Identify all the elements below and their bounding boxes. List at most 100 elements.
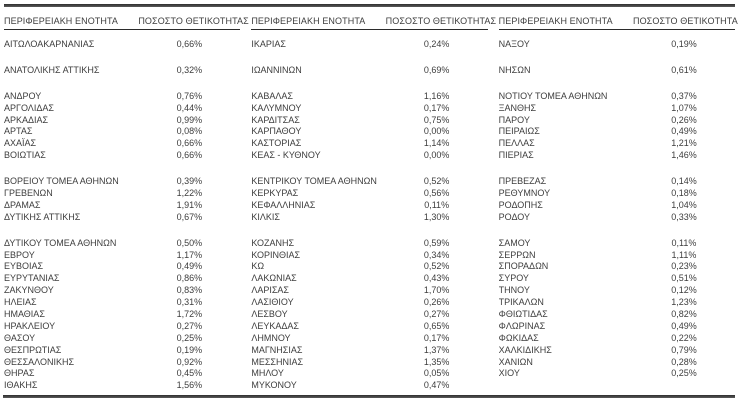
positivity-value: 0,00% bbox=[423, 126, 450, 137]
positivity-value: 0,66% bbox=[176, 38, 203, 49]
region-name: ΚΑΛΥΜΝΟΥ bbox=[251, 102, 302, 113]
positivity-value: 1,17% bbox=[176, 249, 203, 260]
positivity-value: 0,25% bbox=[176, 332, 203, 343]
table-row: ΜΗΛΟΥ 0,05% bbox=[251, 367, 487, 379]
table-columns: ΠΕΡΙΦΕΡΕΙΑΚΗ ΕΝΟΤΗΤΑ ΠΟΣΟΣΤΟ ΘΕΤΙΚΟΤΗΤΑΣ… bbox=[4, 7, 738, 391]
positivity-value: 0,56% bbox=[423, 187, 450, 198]
table-row: ΡΟΔΟΠΗΣ 1,04% bbox=[499, 199, 735, 211]
region-name: ΚΟΡΙΝΘΙΑΣ bbox=[251, 249, 301, 260]
positivity-value: 0,27% bbox=[176, 320, 203, 331]
row-group: ΝΗΣΩΝ 0,61% bbox=[499, 64, 735, 76]
region-name: ΜΕΣΣΗΝΙΑΣ bbox=[251, 356, 304, 367]
region-name: ΘΗΡΑΣ bbox=[4, 368, 35, 379]
table-row: ΘΕΣΣΑΛΟΝΙΚΗΣ 0,92% bbox=[4, 356, 240, 368]
table-row: ΛΕΣΒΟΥ 0,27% bbox=[251, 308, 487, 320]
region-name: ΛΑΣΙΘΙΟΥ bbox=[251, 297, 294, 308]
table-row: ΑΝΔΡΟΥ 0,76% bbox=[4, 90, 240, 102]
region-name: ΛΕΣΒΟΥ bbox=[251, 308, 288, 319]
positivity-value: 0,25% bbox=[671, 368, 697, 379]
region-name: ΘΑΣΟΥ bbox=[4, 332, 36, 343]
region-name: ΔΥΤΙΚΗΣ ΑΤΤΙΚΗΣ bbox=[4, 211, 81, 222]
table-row: ΤΗΝΟΥ 0,12% bbox=[499, 284, 735, 296]
positivity-value: 0,75% bbox=[423, 114, 450, 125]
table-row: ΜΑΓΝΗΣΙΑΣ 1,37% bbox=[251, 344, 487, 356]
positivity-value: 1,07% bbox=[671, 102, 697, 113]
table-row: ΚΙΛΚΙΣ 1,30% bbox=[251, 211, 487, 223]
table-row: ΛΕΥΚΑΔΑΣ 0,65% bbox=[251, 320, 487, 332]
positivity-value: 0,49% bbox=[176, 261, 203, 272]
column-header-positivity: ΠΟΣΟΣΤΟ ΘΕΤΙΚΟΤΗΤΑΣ bbox=[385, 16, 497, 26]
column-body: ΝΑΞΟΥ 0,19% ΝΗΣΩΝ 0,61% ΝΟΤΙΟΥ ΤΟΜΕΑ ΑΘΗ… bbox=[499, 30, 735, 379]
region-name: ΞΑΝΘΗΣ bbox=[498, 102, 537, 113]
region-name: ΜΑΓΝΗΣΙΑΣ bbox=[251, 344, 303, 355]
positivity-value: 0,52% bbox=[423, 176, 450, 187]
positivity-value: 0,47% bbox=[423, 380, 450, 391]
table-row: ΚΕΝΤΡΙΚΟΥ ΤΟΜΕΑ ΑΘΗΝΩΝ 0,52% bbox=[251, 175, 487, 187]
positivity-value: 0,32% bbox=[176, 64, 203, 75]
positivity-value: 0,99% bbox=[176, 114, 203, 125]
region-name: ΡΟΔΟΠΗΣ bbox=[498, 199, 543, 210]
row-group: ΒΟΡΕΙΟΥ ΤΟΜΕΑ ΑΘΗΝΩΝ 0,39% ΓΡΕΒΕΝΩΝ 1,22… bbox=[4, 175, 240, 223]
region-name: ΔΥΤΙΚΟΥ ΤΟΜΕΑ ΑΘΗΝΩΝ bbox=[4, 237, 117, 248]
region-name: ΜΗΛΟΥ bbox=[251, 368, 284, 379]
region-name: ΣΑΜΟΥ bbox=[498, 237, 531, 248]
table-row: ΚΕΦΑΛΛΗΝΙΑΣ 0,11% bbox=[251, 199, 487, 211]
table-row: ΑΡΚΑΔΙΑΣ 0,99% bbox=[4, 114, 240, 126]
table-row: ΑΡΤΑΣ 0,08% bbox=[4, 125, 240, 137]
table-row: ΗΡΑΚΛΕΙΟΥ 0,27% bbox=[4, 320, 240, 332]
table-row: ΓΡΕΒΕΝΩΝ 1,22% bbox=[4, 187, 240, 199]
row-group: ΚΑΒΑΛΑΣ 1,16% ΚΑΛΥΜΝΟΥ 0,17% ΚΑΡΔΙΤΣΑΣ 0… bbox=[251, 90, 487, 161]
table-row: ΦΩΚΙΔΑΣ 0,22% bbox=[499, 332, 735, 344]
positivity-value: 0,65% bbox=[423, 320, 450, 331]
table-row: ΒΟΙΩΤΙΑΣ 0,66% bbox=[4, 149, 240, 161]
column-header-region: ΠΕΡΙΦΕΡΕΙΑΚΗ ΕΝΟΤΗΤΑ bbox=[251, 16, 366, 26]
table-row: ΛΑΣΙΘΙΟΥ 0,26% bbox=[251, 296, 487, 308]
table-row: ΗΜΑΘΙΑΣ 1,72% bbox=[4, 308, 240, 320]
region-name: ΓΡΕΒΕΝΩΝ bbox=[4, 187, 53, 198]
region-name: ΤΡΙΚΑΛΩΝ bbox=[498, 297, 544, 308]
row-group: ΑΝΑΤΟΛΙΚΗΣ ΑΤΤΙΚΗΣ 0,32% bbox=[4, 64, 240, 76]
table-bottom-border bbox=[3, 395, 735, 398]
region-name: ΤΗΝΟΥ bbox=[498, 285, 530, 296]
positivity-value: 1,30% bbox=[423, 211, 450, 222]
positivity-value: 1,04% bbox=[671, 199, 697, 210]
positivity-value: 0,26% bbox=[671, 114, 697, 125]
positivity-value: 0,05% bbox=[423, 368, 450, 379]
region-name: ΑΡΚΑΔΙΑΣ bbox=[4, 114, 49, 125]
row-group: ΙΩΑΝΝΙΝΩΝ 0,69% bbox=[251, 64, 487, 76]
positivity-value: 0,50% bbox=[176, 237, 203, 248]
region-name: ΙΩΑΝΝΙΝΩΝ bbox=[251, 64, 302, 75]
region-name: ΦΛΩΡΙΝΑΣ bbox=[498, 320, 546, 331]
table-top-border bbox=[4, 4, 735, 7]
table-row: ΣΑΜΟΥ 0,11% bbox=[499, 237, 735, 249]
table-row: ΚΑΛΥΜΝΟΥ 0,17% bbox=[251, 102, 487, 114]
table-row: ΞΑΝΘΗΣ 1,07% bbox=[499, 102, 735, 114]
region-name: ΒΟΙΩΤΙΑΣ bbox=[4, 150, 46, 161]
table-row: ΠΑΡΟΥ 0,26% bbox=[499, 114, 735, 126]
region-name: ΚΑΡΔΙΤΣΑΣ bbox=[251, 114, 300, 125]
region-name: ΚΑΒΑΛΑΣ bbox=[251, 90, 293, 101]
positivity-value: 0,08% bbox=[176, 126, 203, 137]
region-name: ΛΑΚΩΝΙΑΣ bbox=[251, 273, 297, 284]
positivity-value: 0,45% bbox=[176, 368, 203, 379]
table-row: ΣΥΡΟΥ 0,51% bbox=[499, 272, 735, 284]
table-row: ΠΕΙΡΑΙΩΣ 0,49% bbox=[499, 125, 735, 137]
table-row: ΛΑΡΙΣΑΣ 1,70% bbox=[251, 284, 487, 296]
table-row: ΒΟΡΕΙΟΥ ΤΟΜΕΑ ΑΘΗΝΩΝ 0,39% bbox=[4, 175, 240, 187]
region-name: ΦΘΙΩΤΙΔΑΣ bbox=[498, 308, 548, 319]
table-row: ΘΕΣΠΡΩΤΙΑΣ 0,19% bbox=[4, 344, 240, 356]
region-name: ΚΑΡΠΑΘΟΥ bbox=[251, 126, 302, 137]
table-row: ΚΕΡΚΥΡΑΣ 0,56% bbox=[251, 187, 487, 199]
positivity-value: 1,91% bbox=[176, 199, 203, 210]
positivity-value: 0,61% bbox=[671, 64, 697, 75]
positivity-value: 1,35% bbox=[423, 356, 450, 367]
row-group: ΑΝΔΡΟΥ 0,76% ΑΡΓΟΛΙΔΑΣ 0,44% ΑΡΚΑΔΙΑΣ 0,… bbox=[4, 90, 240, 161]
positivity-value: 0,44% bbox=[176, 102, 203, 113]
positivity-value: 0,66% bbox=[176, 150, 203, 161]
positivity-value: 0,83% bbox=[176, 285, 203, 296]
region-name: ΘΕΣΠΡΩΤΙΑΣ bbox=[4, 344, 62, 355]
row-group: ΝΑΞΟΥ 0,19% bbox=[499, 38, 735, 50]
positivity-value: 0,76% bbox=[176, 90, 203, 101]
region-name: ΠΕΛΛΑΣ bbox=[498, 138, 535, 149]
region-name: ΣΠΟΡΑΔΩΝ bbox=[498, 261, 549, 272]
